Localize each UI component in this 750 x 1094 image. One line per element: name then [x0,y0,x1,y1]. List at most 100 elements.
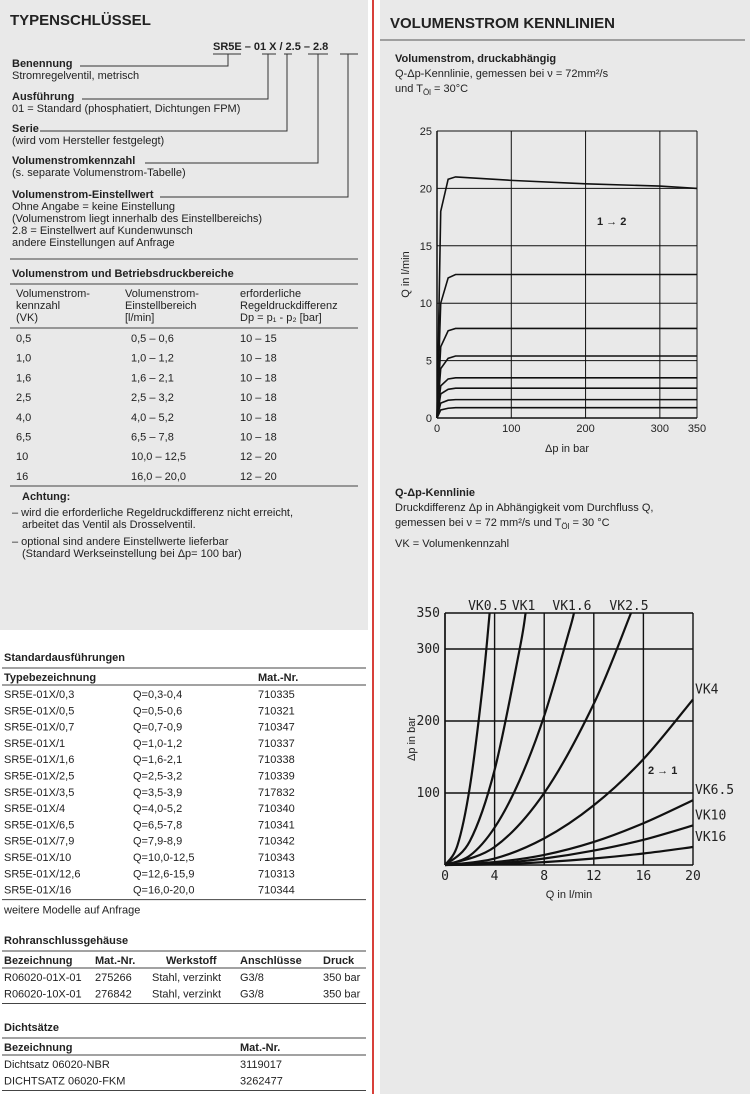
key-text: (s. separate Volumenstrom-Tabelle) [12,167,186,179]
x-tick-label: 16 [636,869,652,884]
cell: 10 – 15 [240,333,277,345]
column-header: Werkstoff [166,955,217,967]
cell: SR5E-01X/2,5 [4,771,74,783]
text-line: und TÖl = 30°C [395,83,468,97]
note-title: Achtung: [22,491,70,503]
curve [444,845,694,867]
cell: SR5E-01X/1 [4,738,65,750]
cell: Q=1,6-2,1 [133,754,182,766]
curve [436,387,697,419]
cell: 12 – 20 [240,451,277,463]
cell: Dichtsatz 06020-NBR [4,1059,110,1071]
cell: 710313 [258,868,295,880]
leader-lines [40,53,358,198]
x-tick-label: 100 [502,423,520,435]
x-tick-label: 4 [491,869,499,884]
column-header: [l/min] [125,312,154,324]
subscript: Öl [423,88,431,97]
code-part: / [279,41,282,53]
column-header: Mat.-Nr. [240,1042,280,1054]
curve [436,327,697,419]
y-axis-label: Q in l/min [400,251,412,297]
cell: 3262477 [240,1076,283,1088]
cell: 2,5 – 3,2 [131,392,174,404]
table-title: Rohranschlussgehäuse [4,935,128,947]
table-title: Volumenstrom und Betriebsdruckbereiche [12,268,234,280]
note-text: – optional sind andere Einstellwerte lie… [12,536,229,548]
curve [444,612,576,867]
column-header: Mat.-Nr. [258,672,298,684]
cell: Q=16,0-20,0 [133,885,194,897]
cell: 10,0 – 12,5 [131,451,186,463]
cell: Q=0,7-0,9 [133,722,182,734]
column-header: Regeldruckdifferenz [240,300,338,312]
text-line: Q-Δp-Kennlinie, gemessen bei ν = 72mm²/s [395,68,609,80]
x-tick-label: 0 [434,423,440,435]
curve [444,612,527,866]
cell: Q=3,5-3,9 [133,787,182,799]
curve [436,355,697,419]
cell: R06020-01X-01 [4,972,82,984]
y-tick-label: 5 [426,356,432,368]
cell: 10 – 18 [240,432,277,444]
y-tick-label: 0 [426,413,432,425]
column-header: Anschlüsse [240,955,302,967]
code-part: 2.5 [286,41,301,53]
subscript: Öl [561,522,569,531]
cell: Q=4,0-5,2 [133,803,182,815]
y-tick-label: 350 [417,606,440,621]
cell: 710335 [258,689,295,701]
cell: 1,6 [16,372,31,384]
cell: 710341 [258,819,295,831]
cell: SR5E-01X/6,5 [4,819,74,831]
x-tick-label: 200 [576,423,594,435]
subtitle: Volumenstrom, druckabhängig [395,53,556,65]
code-part: – [304,41,310,53]
column-header: Bezeichnung [4,955,72,967]
cell: 710343 [258,852,295,864]
column-header: Volumenstrom- [125,288,199,300]
y-axis-label: Δp in bar [406,717,418,761]
cell: SR5E-01X/7,9 [4,836,74,848]
code-part: SR5E [213,41,242,53]
column-header: Volumenstrom- [16,288,90,300]
cell: 6,5 – 7,8 [131,432,174,444]
cell: 275266 [95,972,132,984]
curve [444,612,491,866]
text-part: = 30 °C [569,517,609,529]
table-title: Dichtsätze [4,1022,59,1034]
cell: 1,0 – 1,2 [131,353,174,365]
cell: Q=7,9-8,9 [133,836,182,848]
cell: 710340 [258,803,295,815]
cell: Q=0,5-0,6 [133,705,182,717]
y-tick-label: 25 [420,126,432,138]
cell: G3/8 [240,972,264,984]
code-part: 2.8 [313,41,328,53]
column-header: Druck [323,955,355,967]
key-label: Ausführung [12,91,74,103]
key-text: (Volumenstrom liegt innerhalb des Einste… [12,213,262,225]
cell: Q=6,5-7,8 [133,819,182,831]
curve [444,612,633,867]
curve [444,698,694,867]
cell: DICHTSATZ 06020-FKM [4,1076,125,1088]
column-header: kennzahl [16,300,60,312]
note-text: (Standard Werkseinstellung bei Δp= 100 b… [22,548,242,560]
title: VOLUMENSTROM KENNLINIEN [390,15,615,32]
x-tick-label: 20 [685,869,701,884]
cell: 10 – 18 [240,412,277,424]
curve [436,398,697,419]
y-tick-label: 15 [420,241,432,253]
cell: Q=1,0-1,2 [133,738,182,750]
column-header: Dp = p₁ - p₂ [bar] [240,312,322,324]
series-label: VK6.5 [695,783,734,798]
key-label: Volumenstromkennzahl [12,155,135,167]
cell: 12 – 20 [240,471,277,483]
annotation: 2 → 1 [648,765,677,777]
cell: 710342 [258,836,295,848]
cell: SR5E-01X/4 [4,803,65,815]
cell: Q=12,6-15,9 [133,868,194,880]
x-axis-label: Δp in bar [545,443,589,455]
cell: 710347 [258,722,295,734]
